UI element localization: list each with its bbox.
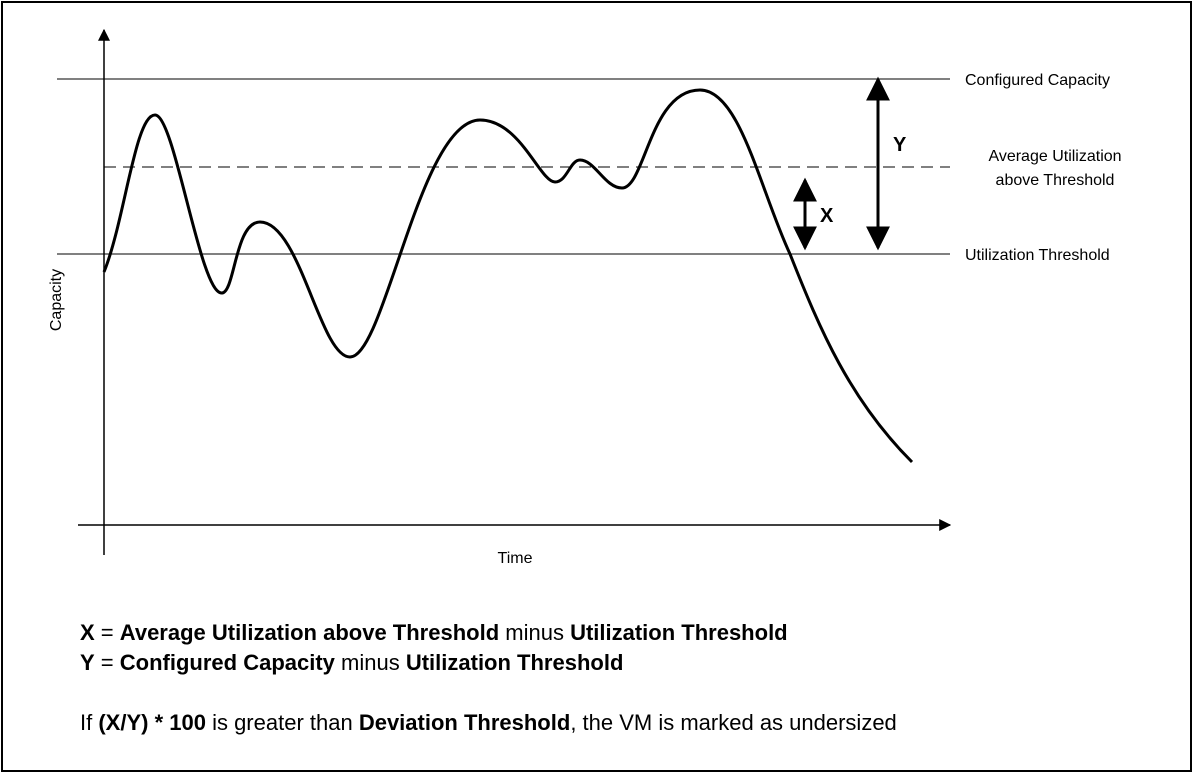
- average-label: above Threshold: [996, 172, 1115, 189]
- formula-term: X: [80, 620, 95, 645]
- formula-text: =: [95, 620, 120, 645]
- formula-term: Y: [80, 650, 95, 675]
- formula-text: minus: [335, 650, 406, 675]
- formula-text: minus: [499, 620, 570, 645]
- formula-term: Utilization Threshold: [570, 620, 788, 645]
- formula-term: Utilization Threshold: [406, 650, 624, 675]
- utilization-curve: [102, 88, 914, 464]
- formula-term: Configured Capacity: [120, 650, 336, 675]
- formula-text: If: [80, 710, 98, 735]
- formula-text: is greater than: [206, 710, 359, 735]
- x-axis-label: Time: [498, 550, 533, 567]
- average-label: Average Utilization: [988, 148, 1121, 165]
- x-arrow-label: X: [820, 205, 834, 227]
- formula-text: =: [95, 650, 120, 675]
- capacity-label: Configured Capacity: [965, 72, 1110, 89]
- formula-line: If (X/Y) * 100 is greater than Deviation…: [80, 710, 897, 735]
- formula-term: (X/Y) * 100: [98, 710, 206, 735]
- formula-term: Deviation Threshold: [359, 710, 570, 735]
- y-arrow-label: Y: [893, 134, 907, 156]
- formulas: X = Average Utilization above Threshold …: [80, 620, 897, 735]
- formula-term: Average Utilization above Threshold: [120, 620, 499, 645]
- y-axis-label: Capacity: [48, 269, 65, 331]
- formula-line: Y = Configured Capacity minus Utilizatio…: [80, 650, 623, 675]
- threshold-label: Utilization Threshold: [965, 247, 1110, 264]
- formula-text: , the VM is marked as undersized: [570, 710, 896, 735]
- formula-line: X = Average Utilization above Threshold …: [80, 620, 788, 645]
